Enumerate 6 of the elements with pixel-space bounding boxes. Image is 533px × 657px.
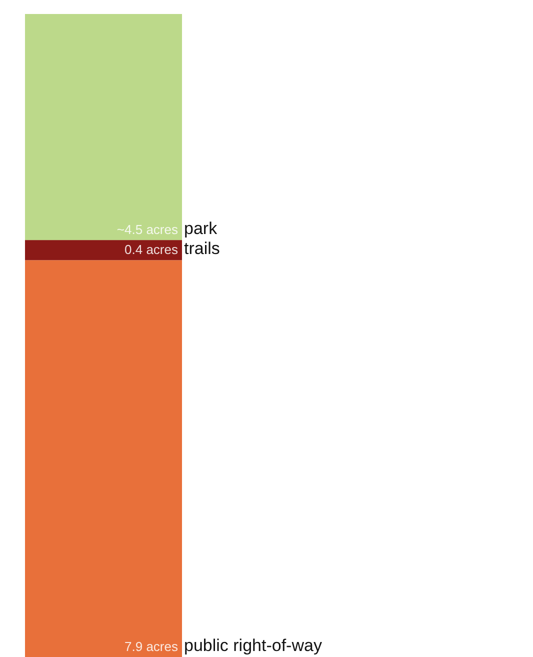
series-label: trails xyxy=(184,239,220,258)
data-label: 0.4 acres xyxy=(124,242,178,258)
series-label: public right-of-way xyxy=(184,636,322,655)
data-label: ~4.5 acres xyxy=(116,222,178,238)
series-label: park xyxy=(184,219,218,238)
data-label: 7.9 acres xyxy=(124,639,178,654)
